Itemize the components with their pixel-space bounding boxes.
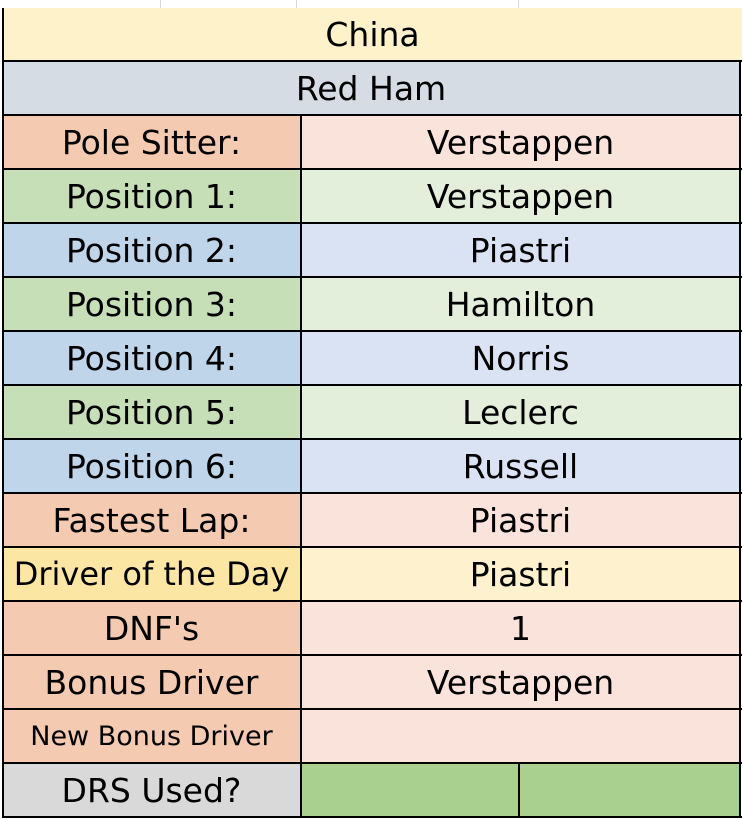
- border-line: [3, 330, 742, 332]
- row-value-fastest-lap[interactable]: Piastri: [302, 494, 739, 546]
- row-label-pole-sitter[interactable]: Pole Sitter:: [3, 116, 300, 168]
- border-line: [518, 762, 520, 818]
- border-line: [3, 438, 742, 440]
- border-line: [3, 168, 742, 170]
- border-line: [3, 708, 742, 710]
- border-line: [3, 222, 742, 224]
- border-line: [2, 8, 4, 818]
- row-label-position-6[interactable]: Position 6:: [3, 440, 300, 492]
- border-line: [3, 762, 742, 764]
- row-value-position-3[interactable]: Hamilton: [302, 278, 739, 330]
- row-label-position-3[interactable]: Position 3:: [3, 278, 300, 330]
- row-label-dnfs[interactable]: DNF's: [3, 602, 300, 654]
- row-value-position-4[interactable]: Norris: [302, 332, 739, 384]
- title-cell[interactable]: China: [3, 8, 742, 60]
- border-line: [3, 600, 742, 602]
- row-value-position-6[interactable]: Russell: [302, 440, 739, 492]
- row-label-fastest-lap[interactable]: Fastest Lap:: [3, 494, 300, 546]
- row-value-new-bonus-driver[interactable]: [302, 710, 739, 762]
- border-line: [3, 384, 742, 386]
- row-label-drs-used[interactable]: DRS Used?: [3, 764, 300, 816]
- row-label-bonus-driver[interactable]: Bonus Driver: [3, 656, 300, 708]
- row-label-new-bonus-driver[interactable]: New Bonus Driver: [3, 710, 300, 762]
- row-value-driver-of-the-day[interactable]: Piastri: [302, 548, 739, 600]
- row-value-bonus-driver[interactable]: Verstappen: [302, 656, 739, 708]
- border-line: [3, 546, 742, 548]
- row-label-driver-of-the-day[interactable]: Driver of the Day: [3, 548, 300, 600]
- border-line: [3, 816, 742, 818]
- team-cell[interactable]: Red Ham: [3, 62, 739, 114]
- drs-extra-cell[interactable]: [520, 764, 739, 816]
- border-line: [3, 60, 742, 62]
- gridline: [160, 0, 161, 8]
- border-line: [300, 114, 302, 818]
- gridline: [296, 0, 297, 8]
- row-label-position-5[interactable]: Position 5:: [3, 386, 300, 438]
- border-line: [3, 492, 742, 494]
- row-label-position-1[interactable]: Position 1:: [3, 170, 300, 222]
- row-value-dnfs[interactable]: 1: [302, 602, 739, 654]
- border-line: [3, 114, 742, 116]
- border-line: [3, 654, 742, 656]
- row-label-position-2[interactable]: Position 2:: [3, 224, 300, 276]
- row-value-drs-used[interactable]: [302, 764, 518, 816]
- row-value-position-5[interactable]: Leclerc: [302, 386, 739, 438]
- row-label-position-4[interactable]: Position 4:: [3, 332, 300, 384]
- border-line: [3, 276, 742, 278]
- row-value-position-1[interactable]: Verstappen: [302, 170, 739, 222]
- row-value-pole-sitter[interactable]: Verstappen: [302, 116, 739, 168]
- gridline: [518, 0, 519, 8]
- border-line: [739, 62, 741, 818]
- row-value-position-2[interactable]: Piastri: [302, 224, 739, 276]
